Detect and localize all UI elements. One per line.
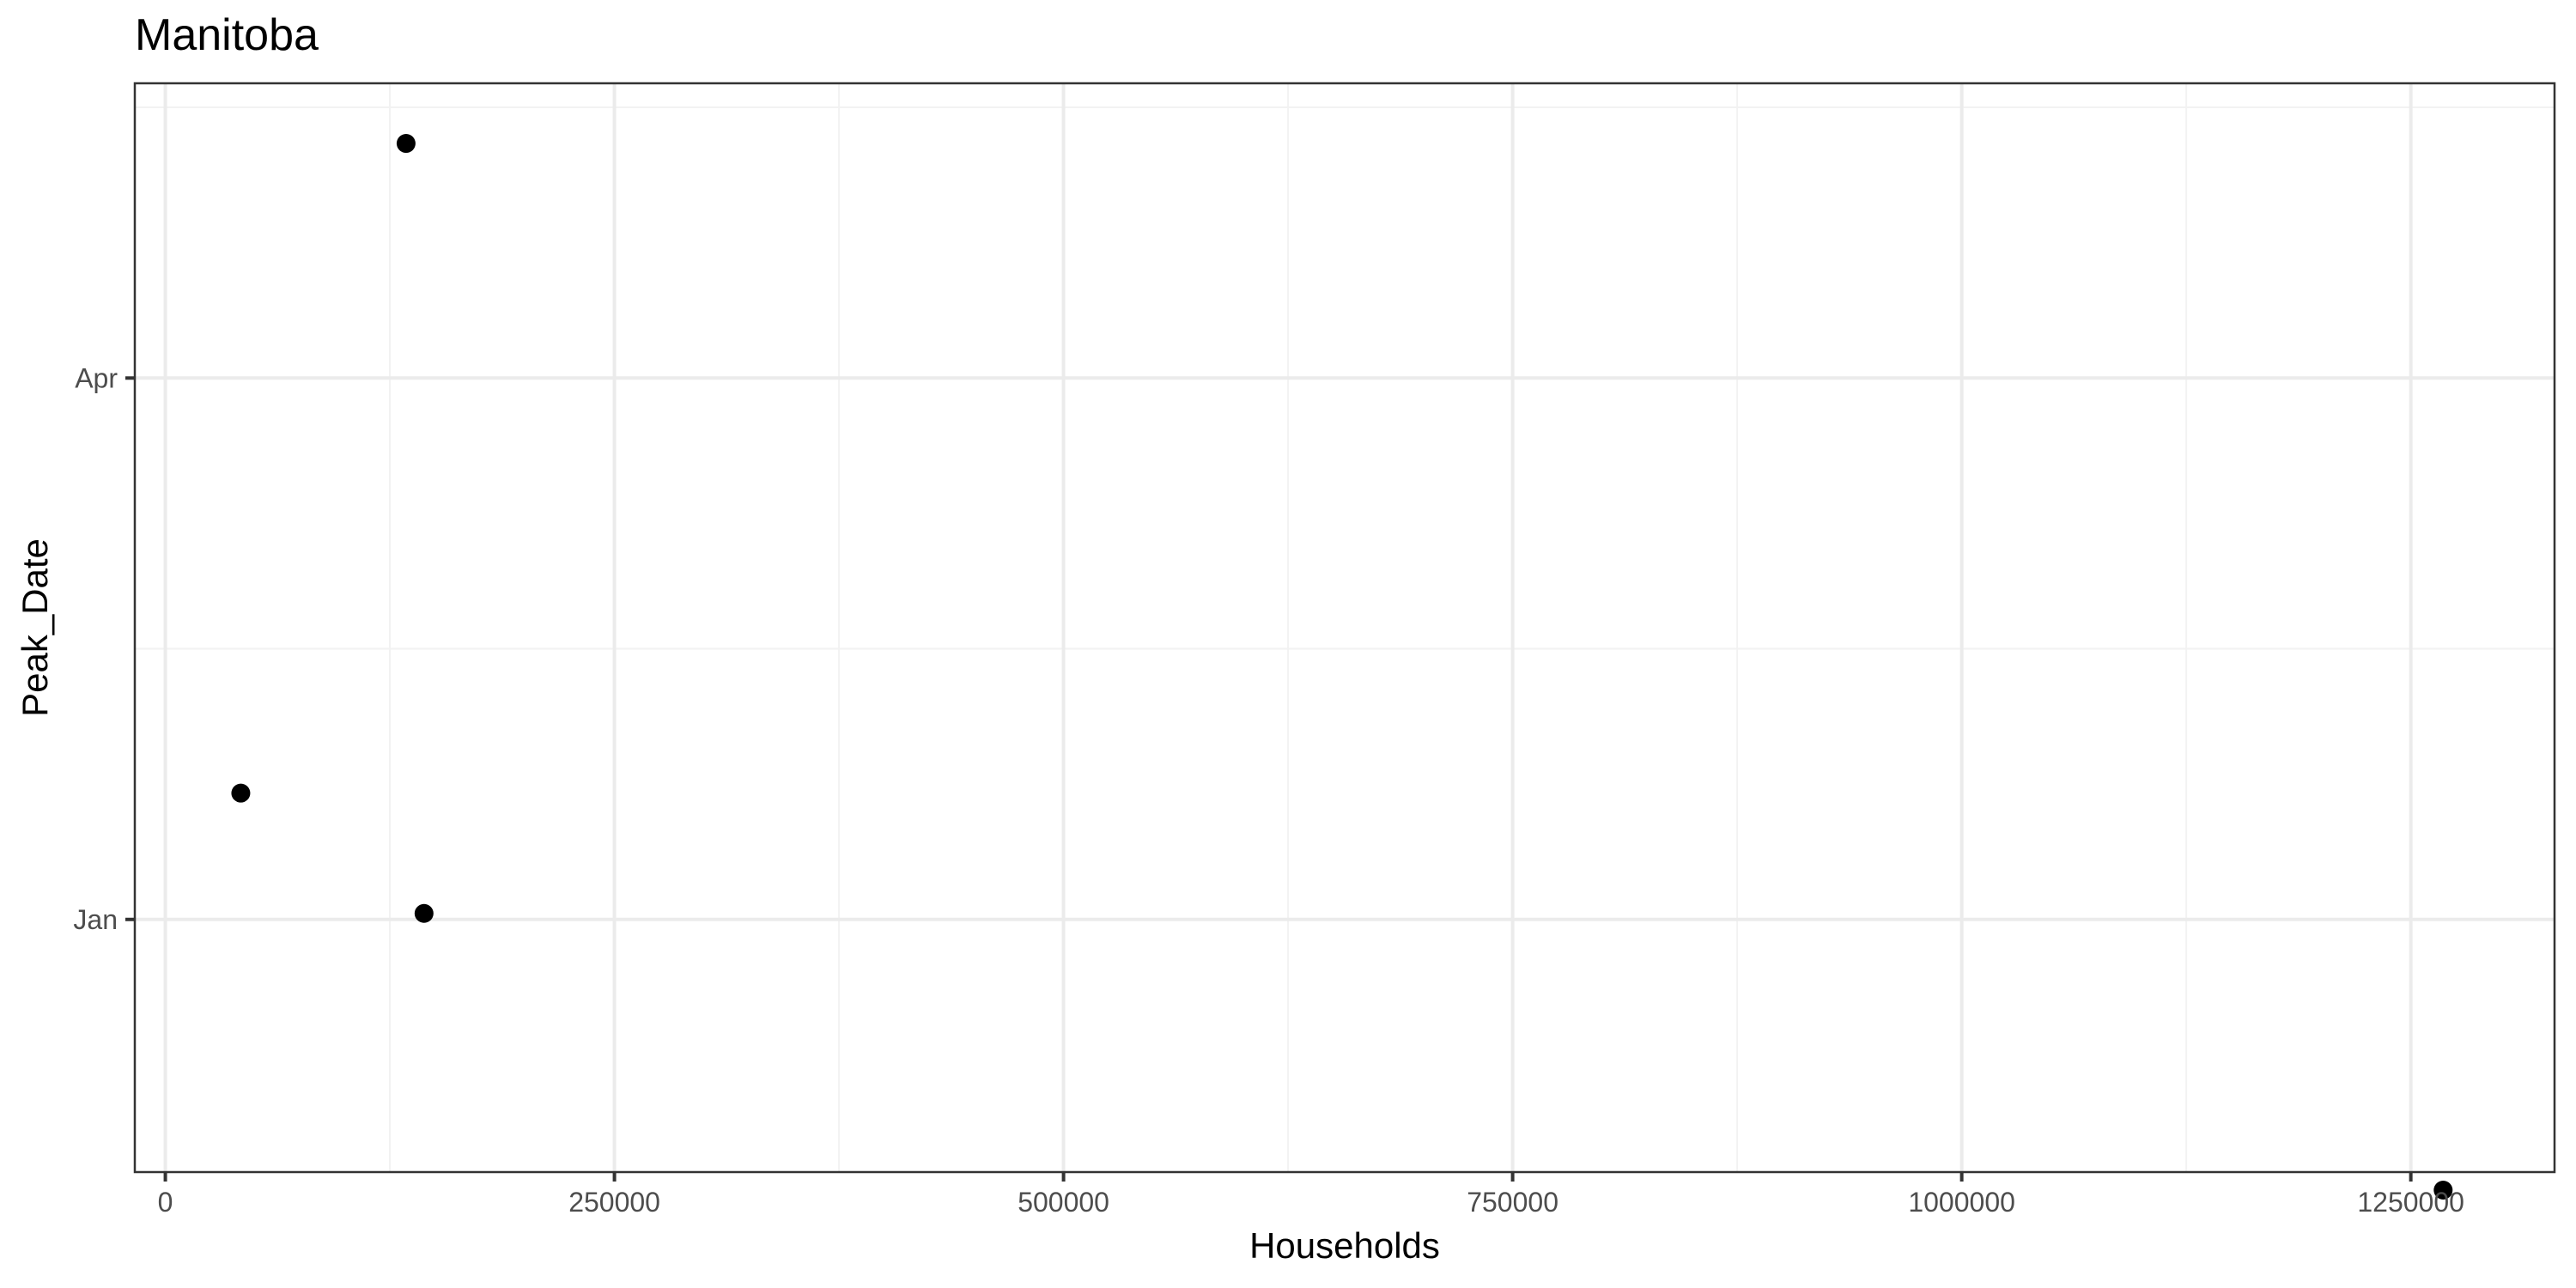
x-tick-label: 500000: [1018, 1187, 1109, 1218]
x-tick-label: 250000: [568, 1187, 660, 1218]
data-point: [396, 134, 416, 154]
y-tick-label: Jan: [73, 904, 118, 935]
plot-panel-border: [133, 82, 2556, 1174]
y-axis: Jan Apr: [73, 362, 135, 935]
data-point: [414, 903, 434, 923]
x-axis-title: Households: [1249, 1225, 1440, 1266]
y-tick-label: Apr: [75, 362, 118, 393]
x-tick-label: 750000: [1467, 1187, 1558, 1218]
y-axis-title: Peak_Date: [15, 538, 55, 717]
x-tick-label: 1000000: [1908, 1187, 2015, 1218]
chart-title: Manitoba: [135, 10, 319, 60]
data-point: [231, 783, 251, 803]
data-point: [2433, 1181, 2453, 1200]
x-tick-label: 0: [158, 1187, 173, 1218]
x-axis: 0 250000 500000 750000 1000000 1250000: [158, 1172, 2464, 1218]
data-points: [231, 134, 2453, 1200]
x-tick-label: 1250000: [2357, 1187, 2464, 1218]
grid: [135, 83, 2555, 1172]
